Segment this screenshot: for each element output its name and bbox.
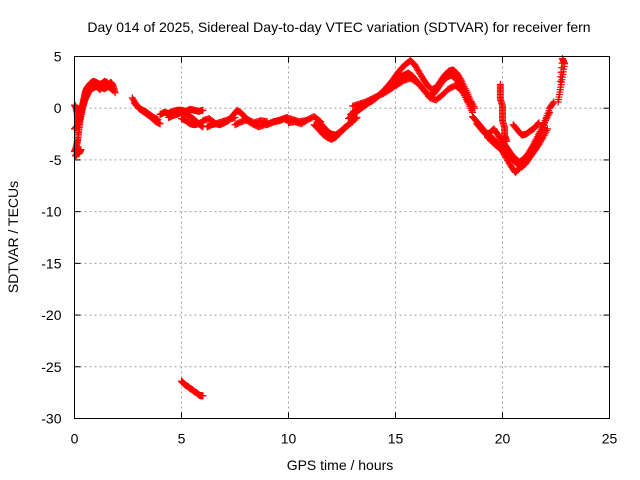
data-point (464, 98, 472, 106)
data-point (535, 119, 543, 127)
data-point (545, 110, 553, 118)
data-point (503, 137, 511, 145)
y-tick-label: -5 (49, 152, 62, 168)
data-point (544, 112, 552, 120)
data-point (107, 85, 115, 93)
data-points (71, 55, 569, 400)
data-point (546, 108, 554, 116)
data-point (534, 131, 542, 139)
y-tick-label: -30 (41, 411, 61, 427)
x-tick-label: 25 (602, 431, 618, 447)
data-point (534, 120, 542, 128)
data-point (77, 146, 85, 154)
data-point (556, 77, 564, 85)
data-point (535, 129, 543, 137)
data-point (540, 132, 548, 140)
data-point (542, 115, 550, 123)
x-tick-label: 15 (388, 431, 404, 447)
chart-title: Day 014 of 2025, Sidereal Day-to-day VTE… (87, 19, 590, 35)
data-point (109, 87, 117, 95)
data-point (199, 392, 207, 400)
data-point (543, 125, 551, 133)
data-point (156, 120, 164, 128)
y-axis-label: SDTVAR / TECUs (5, 181, 21, 293)
data-point (541, 117, 549, 125)
y-tick-label: -20 (41, 307, 61, 323)
data-point (543, 113, 551, 121)
data-point (541, 130, 549, 138)
data-point (199, 106, 207, 114)
data-point (468, 99, 476, 107)
data-point (96, 86, 104, 94)
x-tick-label: 5 (178, 431, 186, 447)
y-tick-label: 0 (54, 100, 62, 116)
x-tick-label: 0 (71, 431, 79, 447)
data-point (471, 104, 479, 112)
y-tick-label: 5 (54, 49, 62, 65)
data-point (469, 101, 477, 109)
y-tick-label: -25 (41, 359, 61, 375)
y-tick-label: -15 (41, 255, 61, 271)
data-point (538, 135, 546, 143)
data-point (536, 128, 544, 136)
x-axis-label: GPS time / hours (287, 457, 394, 473)
data-point (108, 86, 116, 94)
data-point (539, 133, 547, 141)
data-point (549, 99, 557, 107)
data-point (542, 128, 550, 136)
data-point (457, 76, 465, 84)
y-tick-label: -10 (41, 204, 61, 220)
plot-frame (74, 56, 610, 419)
grid-lines (74, 56, 610, 419)
x-tick-label: 20 (495, 431, 511, 447)
x-tick-label: 10 (281, 431, 297, 447)
data-point (534, 133, 542, 141)
data-point (470, 103, 478, 111)
data-point (543, 127, 551, 135)
